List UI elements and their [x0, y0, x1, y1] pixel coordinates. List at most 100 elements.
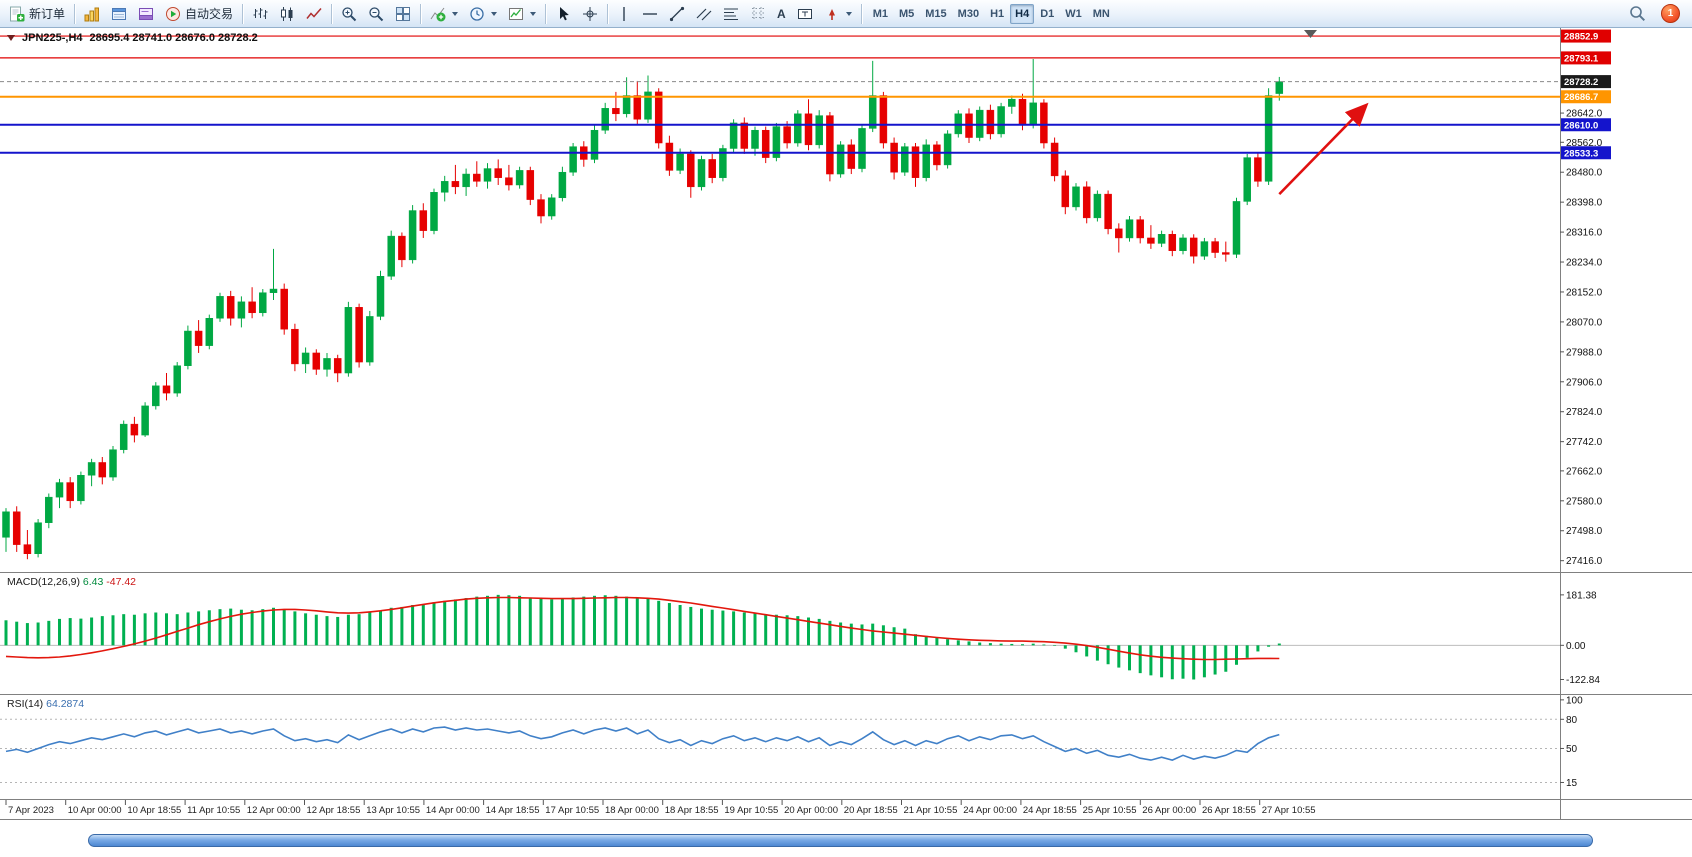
text-tool-button[interactable]: A: [772, 2, 791, 26]
zoom-in-button[interactable]: [336, 2, 362, 26]
time-axis-label: 12 Apr 18:55: [307, 805, 361, 816]
timeframe-H1[interactable]: H1: [985, 4, 1009, 24]
price-axis-tick: 28642.0: [1566, 109, 1603, 120]
time-axis-label: 24 Apr 00:00: [963, 805, 1017, 816]
toolbar-separator: [242, 3, 244, 24]
new-order-icon: [10, 6, 25, 21]
channel-tool-button[interactable]: [691, 2, 717, 26]
bar-chart-button[interactable]: [247, 2, 273, 26]
timeframe-H4[interactable]: H4: [1010, 3, 1035, 24]
candlestick-chart-button[interactable]: [274, 2, 300, 26]
time-axis-label: 17 Apr 10:55: [545, 805, 599, 816]
cursor-icon: [560, 6, 569, 20]
macd-axis-tick: 0.00: [1566, 641, 1586, 652]
arrows-dropdown-caret: [845, 11, 852, 16]
crosshair-button[interactable]: [577, 2, 603, 26]
price-axis-tick: 28152.0: [1566, 287, 1603, 298]
zoom-in-icon: [342, 6, 357, 21]
arrow-objects-button[interactable]: [819, 2, 857, 26]
zoom-out-icon: [369, 6, 384, 21]
notification-badge[interactable]: 1: [1661, 4, 1680, 23]
price-badge-value: 28852.9: [1564, 32, 1598, 43]
data-window-button[interactable]: [106, 2, 132, 26]
notification-count: 1: [1667, 8, 1674, 19]
macd-name: MACD(12,26,9): [7, 576, 80, 588]
horizontal-scrollbar-thumb[interactable]: [88, 834, 1593, 847]
bar-chart-icon: [253, 7, 268, 19]
macd-axis-tick: 181.38: [1566, 590, 1597, 601]
grid-icon: [752, 6, 765, 21]
horizontal-line-tool-button[interactable]: [637, 2, 663, 26]
price-badge-value: 28728.2: [1564, 77, 1598, 88]
vertical-line-tool-button[interactable]: [612, 2, 636, 26]
one-click-trading-toggle[interactable]: [7, 35, 15, 41]
price-axis-tick: 28398.0: [1566, 198, 1603, 209]
horizontal-scrollbar[interactable]: [0, 831, 1692, 851]
trendline-tool-button[interactable]: [664, 2, 690, 26]
toolbar-separator: [331, 3, 333, 24]
price-axis-tick: 28480.0: [1566, 168, 1603, 179]
vertical-line-icon: [623, 6, 625, 21]
rsi-axis-tick: 100: [1566, 695, 1583, 706]
ohlc-values: 28695.4 28741.0 28676.0 28728.2: [89, 32, 258, 44]
indicators-icon: [430, 7, 446, 21]
macd-axis-tick: -122.84: [1566, 675, 1600, 686]
symbol-period-label: JPN225-,H4: [22, 32, 83, 44]
search-button[interactable]: [1624, 2, 1651, 26]
text-tool-icon: A: [777, 6, 786, 21]
macd-indicator-label: MACD(12,26,9) 6.43 -47.42: [7, 576, 136, 588]
time-axis-label: 7 Apr 2023: [8, 805, 54, 816]
price-badge: [1561, 90, 1611, 104]
market-watch-icon: [84, 7, 100, 21]
timeframe-M30[interactable]: M30: [953, 4, 984, 24]
time-axis-label: 20 Apr 18:55: [844, 805, 898, 816]
zoom-out-button[interactable]: [363, 2, 389, 26]
time-axis-label: 10 Apr 18:55: [127, 805, 181, 816]
line-chart-button[interactable]: [301, 2, 327, 26]
rsi-axis-tick: 50: [1566, 744, 1578, 755]
timeframe-MN[interactable]: MN: [1088, 4, 1115, 24]
grid-tool-button[interactable]: [745, 2, 771, 26]
periods-button[interactable]: [464, 2, 502, 26]
time-axis-label: 18 Apr 00:00: [605, 805, 659, 816]
time-axis-label: 21 Apr 10:55: [904, 805, 958, 816]
chart-canvas[interactable]: 28642.0 28562.0 28480.0 28398.0 28316.0 28234…: [0, 0, 1692, 828]
timeframe-M15[interactable]: M15: [920, 4, 951, 24]
indicators-button[interactable]: [425, 2, 463, 26]
time-axis-label: 13 Apr 10:55: [366, 805, 420, 816]
price-badge-value: 28610.0: [1564, 120, 1598, 131]
data-window-icon: [112, 7, 127, 20]
price-axis-tick: 28070.0: [1566, 317, 1603, 328]
auto-trading-button[interactable]: 自动交易: [160, 2, 238, 26]
timeframe-M1[interactable]: M1: [868, 4, 893, 24]
fibonacci-tool-button[interactable]: [718, 2, 744, 26]
price-badge-value: 28793.1: [1564, 53, 1599, 64]
trend-arrow-annotation[interactable]: [1278, 102, 1369, 196]
time-axis-label: 26 Apr 18:55: [1202, 805, 1256, 816]
price-axis-tick: 27906.0: [1566, 377, 1603, 388]
chart-shift-marker[interactable]: [1304, 30, 1317, 38]
price-axis-tick: 27662.0: [1566, 466, 1603, 477]
timeframe-W1[interactable]: W1: [1060, 4, 1087, 24]
time-axis-label: 19 Apr 10:55: [724, 805, 778, 816]
price-badge: [1561, 118, 1611, 132]
price-badge: [1561, 146, 1611, 160]
cursor-button[interactable]: [550, 2, 576, 26]
time-axis-label: 11 Apr 10:55: [187, 805, 240, 816]
toolbar-separator: [420, 3, 422, 24]
terminal-button[interactable]: [133, 2, 159, 26]
price-axis-tick: 28562.0: [1566, 138, 1603, 149]
timeframe-toolbar: M1 M5 M15 M30 H1 H4 D1 W1 MN: [868, 3, 1115, 24]
templates-button[interactable]: [503, 2, 541, 26]
templates-icon: [509, 7, 524, 20]
timeframe-M5[interactable]: M5: [894, 4, 919, 24]
text-label-tool-button[interactable]: [792, 2, 818, 26]
time-axis-label: 14 Apr 00:00: [426, 805, 480, 816]
tile-windows-button[interactable]: [390, 2, 416, 26]
price-axis-tick: 27580.0: [1566, 496, 1603, 507]
macd-histogram: [4, 594, 1281, 680]
market-watch-button[interactable]: [79, 2, 105, 26]
new-order-button[interactable]: 新订单: [4, 2, 70, 26]
price-badge-value: 28686.7: [1564, 92, 1598, 103]
timeframe-D1[interactable]: D1: [1035, 4, 1059, 24]
